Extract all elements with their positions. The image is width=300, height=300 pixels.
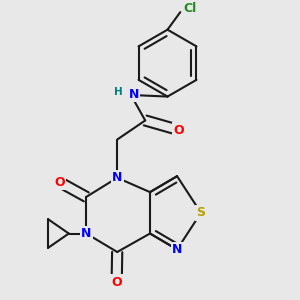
Text: O: O: [111, 276, 122, 289]
Text: N: N: [129, 88, 139, 101]
Text: H: H: [114, 87, 122, 97]
Text: O: O: [55, 176, 65, 189]
Text: S: S: [196, 206, 206, 219]
Text: Cl: Cl: [183, 2, 196, 16]
Text: O: O: [173, 124, 184, 136]
Text: N: N: [112, 171, 122, 184]
Text: N: N: [81, 227, 92, 240]
Text: N: N: [172, 243, 182, 256]
